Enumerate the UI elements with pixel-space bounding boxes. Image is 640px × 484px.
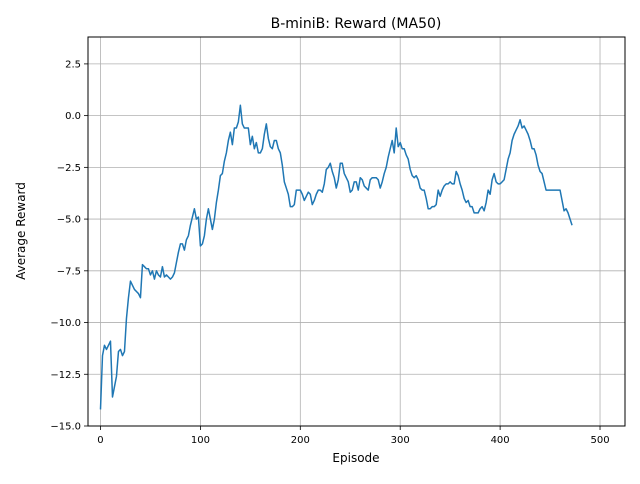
x-axis-label: Episode — [332, 451, 379, 465]
plot-frame — [87, 36, 626, 427]
ticks-layer: 0 100 200 300 400 500 −15.0 −12.5 −10.0 −7.5 −5.0 −… — [50, 59, 609, 446]
x-tick-label: 100 — [191, 435, 210, 446]
y-tick-label: −2.5 — [57, 163, 81, 174]
y-tick-label: 0.0 — [65, 111, 81, 122]
x-tick-label: 500 — [590, 435, 609, 446]
x-tick-label: 400 — [491, 435, 510, 446]
chart-title: B-miniB: Reward (MA50) — [271, 16, 442, 32]
series-line-reward-ma50 — [99, 104, 573, 410]
x-tick-label: 200 — [291, 435, 310, 446]
y-tick-label: 2.5 — [65, 59, 81, 70]
series-layer — [99, 104, 573, 410]
y-tick-label: −7.5 — [57, 266, 81, 277]
x-tick-label: 0 — [97, 435, 103, 446]
y-tick-label: −10.0 — [50, 318, 81, 329]
y-tick-label: −15.0 — [50, 422, 81, 433]
y-tick-label: −5.0 — [57, 215, 81, 226]
y-tick-label: −12.5 — [50, 370, 81, 381]
y-axis-label: Average Reward — [14, 182, 28, 280]
grid-layer — [88, 37, 625, 427]
x-tick-label: 300 — [391, 435, 410, 446]
